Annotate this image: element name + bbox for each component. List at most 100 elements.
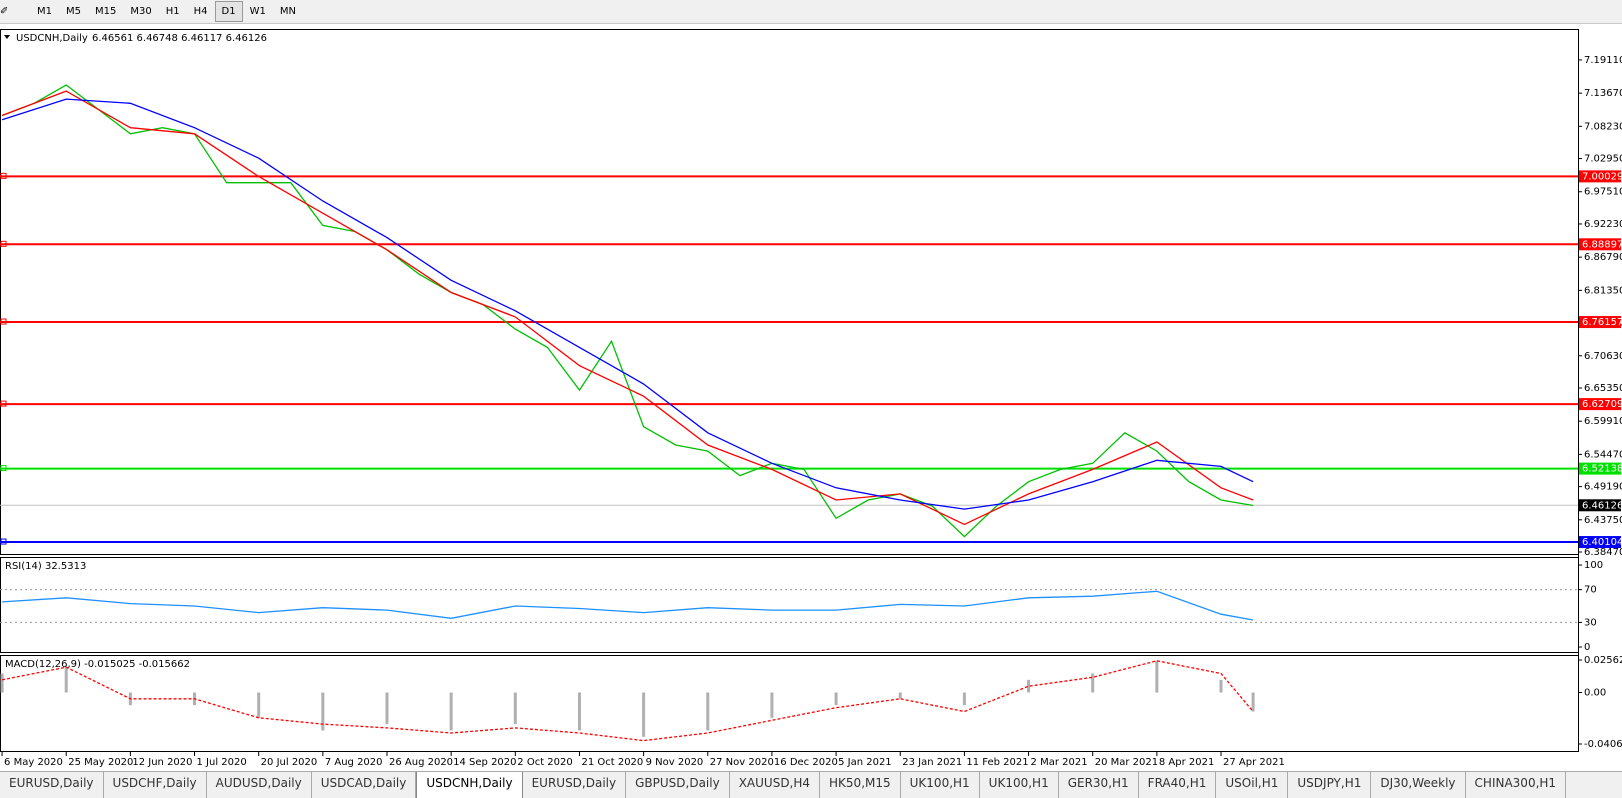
y-tick-label: 0.025623 [1584,655,1622,666]
x-tick-label: 25 May 2020 [68,757,133,768]
y-tick-label: 6.92230 [1584,219,1622,230]
x-tick-label: 8 Apr 2021 [1159,757,1214,768]
histogram-bar [513,692,517,725]
histogram-bar [1155,660,1159,693]
level-label-box [1579,238,1621,251]
y-tick-label: 6.43750 [1584,515,1622,526]
timeframe-button[interactable]: W1 [249,6,266,17]
histogram-bar [706,692,710,731]
chart-tab[interactable]: EURUSD,Daily [523,772,627,798]
x-tick-label: 1 Jul 2020 [197,757,247,768]
timeframe-button[interactable]: H1 [165,6,180,17]
y-tick-label: 6.59910 [1584,416,1622,427]
histogram-bar [962,692,966,706]
chart-tab[interactable]: UK100,H1 [980,772,1059,798]
y-tick-label: 6.38470 [1584,547,1622,558]
series-line [1,90,1254,526]
timeframe-button[interactable]: M15 [95,6,117,17]
x-tick-label: 5 Jan 2021 [838,757,892,768]
chart-tab[interactable]: DJ30,Weekly [1371,772,1466,798]
signal-line [1,660,1254,742]
chart-tab[interactable]: USOil,H1 [1216,772,1289,798]
chart-tab[interactable]: USDCAD,Daily [312,772,417,798]
chart-tab[interactable]: USDJPY,H1 [1288,772,1372,798]
x-tick-label: 2 Mar 2021 [1031,757,1088,768]
timeframe-button[interactable]: M5 [66,6,81,17]
timeframe-button[interactable]: M1 [37,6,52,17]
y-tick-label: 7.13670 [1584,88,1622,99]
y-tick-label: -0.040687 [1584,739,1622,750]
x-tick-label: 11 Feb 2021 [966,757,1028,768]
panel-frame [0,655,1579,752]
timeframe-button[interactable]: MN [279,6,296,17]
level-handle [0,318,7,325]
chart-tab[interactable]: AUDUSD,Daily [207,772,312,798]
x-tick-label: 2 Oct 2020 [517,757,572,768]
x-tick-label: 6 May 2020 [4,757,63,768]
timeframe-button[interactable]: H4 [193,6,208,17]
y-tick-label: 6.65350 [1584,383,1622,394]
x-tick-label: 14 Sep 2020 [453,757,516,768]
histogram-bar [449,692,453,731]
y-tick-label: 6.49190 [1584,482,1622,493]
histogram-bar [1251,692,1255,712]
x-tick-label: 20 Mar 2021 [1095,757,1158,768]
chart-tab[interactable]: UK100,H1 [901,772,980,798]
y-tick-label: 7.02950 [1584,154,1622,165]
level-label-box [1579,536,1621,549]
level-handle [0,538,7,545]
x-tick-label: 23 Jan 2021 [902,757,962,768]
level-handle [0,465,7,472]
chart-tab[interactable]: HK50,M15 [820,772,901,798]
chart-tab[interactable]: USDCHF,Daily [104,772,207,798]
level-handle [0,172,7,179]
x-tick-label: 26 Aug 2020 [389,757,453,768]
x-tick-label: 12 Jun 2020 [132,757,192,768]
last-price-box [1579,499,1621,512]
y-tick-label: 6.86790 [1584,252,1622,263]
menu-triangle [4,35,10,39]
chart-tab[interactable]: GER30,H1 [1059,772,1139,798]
panel-title: MACD(12,26,9) -0.015025 -0.015662 [5,659,190,670]
level-label: 6.88897 [1582,239,1622,250]
y-tick-label: 7.08230 [1584,121,1622,132]
panel-title: RSI(14) 32.5313 [5,561,86,572]
y-tick-label: 6.81350 [1584,285,1622,296]
y-tick-label: 7.19110 [1584,55,1622,66]
tool-icon: ✐ [0,6,9,17]
y-tick-label: 30 [1584,617,1597,628]
level-label: 6.62709 [1582,399,1622,410]
timeframe-button[interactable]: M30 [130,6,152,17]
histogram-bar [64,667,68,693]
histogram-bar [321,692,325,731]
y-tick-label: 6.70630 [1584,351,1622,362]
x-tick-label: 27 Nov 2020 [710,757,774,768]
level-label-box [1579,462,1621,475]
histogram-bar [0,673,4,693]
chart-window: USDCNH,Daily 6.46561 6.46748 6.46117 6.46… [0,29,1622,768]
x-tick-label: 16 Dec 2020 [774,757,838,768]
histogram-bar [257,692,261,718]
histogram-bar [642,692,646,737]
timeframe-toolbar: ✐ M1 M5 M15 M30 H1 H4 D1 W1 MN [0,0,1622,24]
level-handle [0,400,7,407]
chart-tabs: EURUSD,Daily USDCHF,Daily AUDUSD,Daily USDC… [0,771,1622,798]
panel-frame [0,29,1579,555]
chart-tab[interactable]: FRA40,H1 [1139,772,1217,798]
histogram-bar [385,692,389,725]
x-tick-label: 27 Apr 2021 [1223,757,1285,768]
chart-tab[interactable]: USDCNH,Daily [416,772,523,798]
chart-tab[interactable]: EURUSD,Daily [0,772,104,798]
quote: 6.46561 6.46748 6.46117 6.46126 [92,33,267,44]
timeframe-button[interactable]: D1 [214,1,243,22]
chart-tab[interactable]: XAUUSD,H4 [730,772,821,798]
level-label: 6.40104 [1582,537,1622,548]
level-label-box [1579,316,1621,329]
chart-tab[interactable]: CHINA300,H1 [1466,772,1567,798]
y-tick-label: 0 [1584,642,1590,653]
level-label: 6.52138 [1582,464,1622,475]
chart-tab[interactable]: GBPUSD,Daily [626,772,730,798]
histogram-bar [898,692,902,699]
level-label: 6.76157 [1582,317,1622,328]
